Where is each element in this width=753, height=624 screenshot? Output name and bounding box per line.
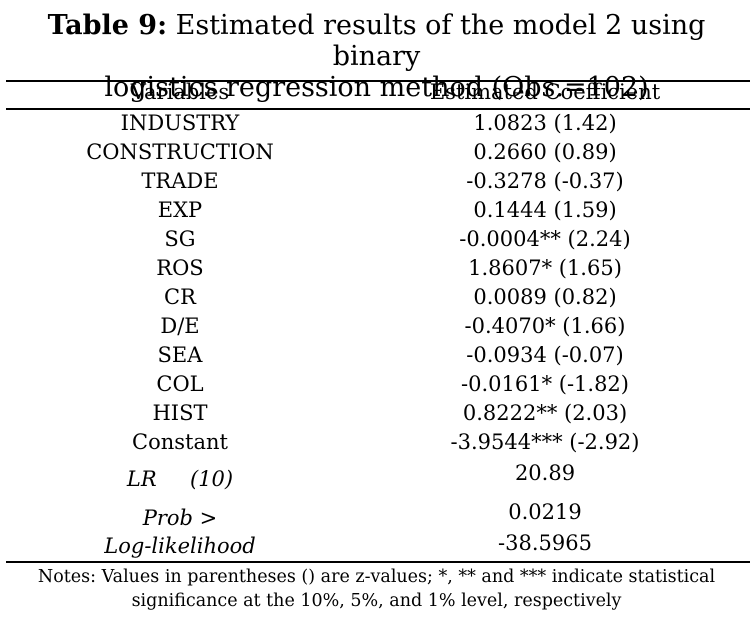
table-row-coefficient: 1.0823 (1.42)	[473, 111, 617, 135]
table-row-coefficient: 0.8222** (2.03)	[462, 401, 628, 425]
stat-label-prob: Prob >	[142, 506, 218, 530]
table-row-coefficient: 1.8607* (1.65)	[468, 256, 622, 280]
stat-label-log-likelihood: Log-likelihood	[104, 534, 256, 558]
table-row-variable: D/E	[160, 314, 200, 338]
table-caption: Table 9: Estimated results of the model …	[0, 10, 753, 103]
stat-label-lr: LR (10)	[126, 467, 234, 491]
table-row-variable: HIST	[152, 401, 208, 425]
header-variables: Variables	[130, 80, 230, 104]
caption-line-1: Table 9: Estimated results of the model …	[0, 10, 753, 72]
table-row-coefficient: -0.3278 (-0.37)	[466, 169, 624, 193]
caption-title-part-2: logistics regression method (Obs.=102)	[104, 72, 649, 103]
table-row-coefficient: -0.0004** (2.24)	[459, 227, 631, 251]
stat-value-lr: 20.89	[514, 461, 576, 485]
table-row-coefficient: -3.9544*** (-2.92)	[450, 430, 640, 454]
table-row-variable: COL	[156, 372, 204, 396]
table-row-coefficient: 0.0089 (0.82)	[473, 285, 617, 309]
table-row-variable: Constant	[132, 430, 228, 454]
caption-label: Table 9:	[47, 10, 168, 41]
table-row-variable: SEA	[157, 343, 203, 367]
table-row-coefficient: -0.4070* (1.66)	[464, 314, 626, 338]
top-rule	[6, 80, 750, 82]
bottom-rule	[6, 561, 750, 563]
notes-line-2: significance at the 10%, 5%, and 1% leve…	[131, 591, 622, 611]
table-row-coefficient: 0.2660 (0.89)	[473, 140, 617, 164]
table-row-variable: CONSTRUCTION	[86, 140, 274, 164]
table-row-variable: INDUSTRY	[120, 111, 240, 135]
table-row-variable: EXP	[157, 198, 203, 222]
table-row-variable: TRADE	[141, 169, 219, 193]
table-row-variable: SG	[164, 227, 196, 251]
notes-line-1: Notes: Values in parentheses () are z-va…	[37, 567, 716, 587]
stat-value-prob: 0.0219	[508, 500, 582, 524]
table-notes: Notes: Values in parentheses () are z-va…	[0, 565, 753, 613]
table-row-variable: CR	[164, 285, 196, 309]
caption-title-part-1: Estimated results of the model 2 using b…	[175, 10, 706, 72]
table-row-coefficient: -0.0934 (-0.07)	[466, 343, 624, 367]
table-row-variable: ROS	[156, 256, 204, 280]
stat-value-log-likelihood: -38.5965	[498, 531, 592, 555]
table-row-coefficient: 0.1444 (1.59)	[473, 198, 617, 222]
header-rule	[6, 108, 750, 110]
table-row-coefficient: -0.0161* (-1.82)	[461, 372, 629, 396]
header-estimated-coefficient: Estimated Coefficient	[429, 80, 661, 104]
